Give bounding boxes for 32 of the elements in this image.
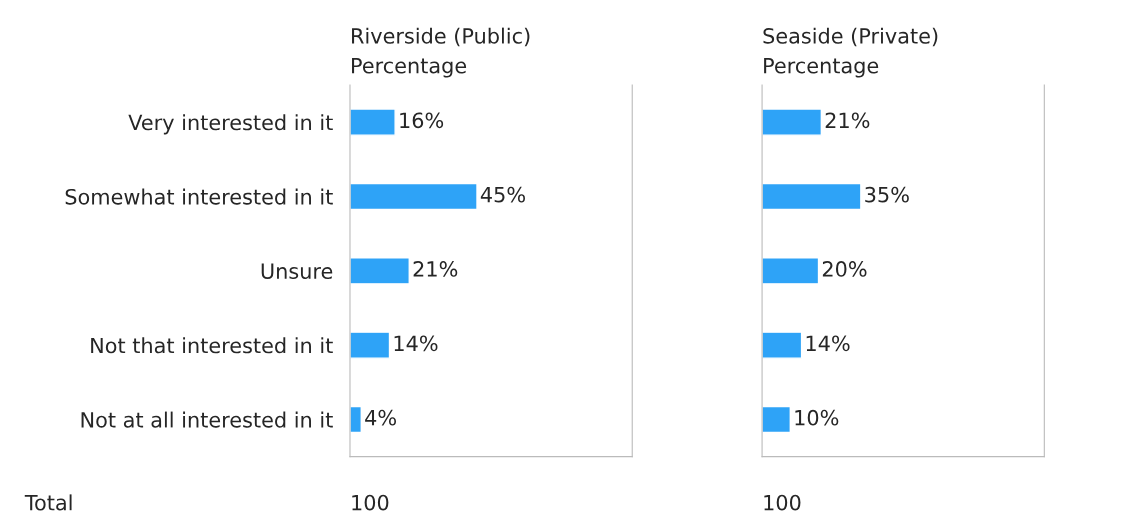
text: 100 <box>352 494 389 511</box>
y-tick-label: Unsure <box>261 263 333 280</box>
y-tick-label: Very interested in it <box>128 114 333 135</box>
text: Total <box>24 494 72 511</box>
bar <box>349 257 410 285</box>
data-label: 21% <box>413 261 458 277</box>
data-label: 4% <box>365 409 396 426</box>
data-label: 16% <box>400 112 444 129</box>
data-label: 35% <box>865 186 909 203</box>
data-label: 21% <box>825 112 870 129</box>
bar <box>349 108 396 136</box>
bar <box>349 331 391 359</box>
data-label: 10% <box>795 409 839 426</box>
data-label: 20% <box>822 261 867 277</box>
y-tick-label: Not that interested in it <box>91 337 333 354</box>
bar <box>762 331 803 359</box>
bar <box>762 182 862 211</box>
bar <box>762 108 823 136</box>
y-tick-label: Not at all interested in it <box>81 411 333 428</box>
data-label: 14% <box>806 335 850 352</box>
data-label: 14% <box>394 335 438 352</box>
bar <box>349 405 362 434</box>
bar <box>349 182 478 211</box>
chart-title: Riverside (Public) <box>352 27 530 47</box>
bar <box>762 405 791 434</box>
data-label: 45% <box>480 186 525 203</box>
text: 100 <box>764 494 801 511</box>
chart-title: Seaside (Private) <box>763 27 938 47</box>
chart-subtitle: Percentage <box>352 58 467 78</box>
bar <box>762 257 820 285</box>
chart-subtitle: Percentage <box>764 58 879 78</box>
y-tick-label: Somewhat interested in it <box>65 188 333 205</box>
